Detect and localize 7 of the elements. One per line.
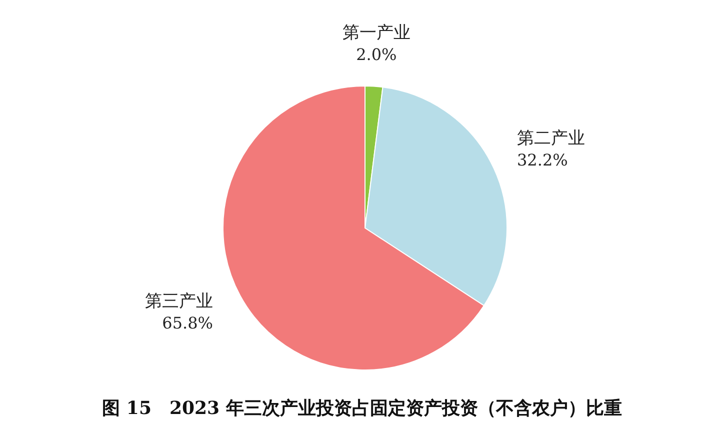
slice-label: 第一产业 — [342, 23, 410, 43]
text: 图 15 2023 年三次产业投资占固定资产投资（不含农户）比重 — [102, 398, 622, 419]
slice-label: 第二产业 — [517, 128, 585, 149]
data-label: 65.8% — [162, 314, 213, 333]
data-label: 2.0% — [356, 45, 397, 64]
data-label: 32.2% — [517, 150, 568, 170]
slice-label: 第三产业 — [145, 292, 213, 312]
